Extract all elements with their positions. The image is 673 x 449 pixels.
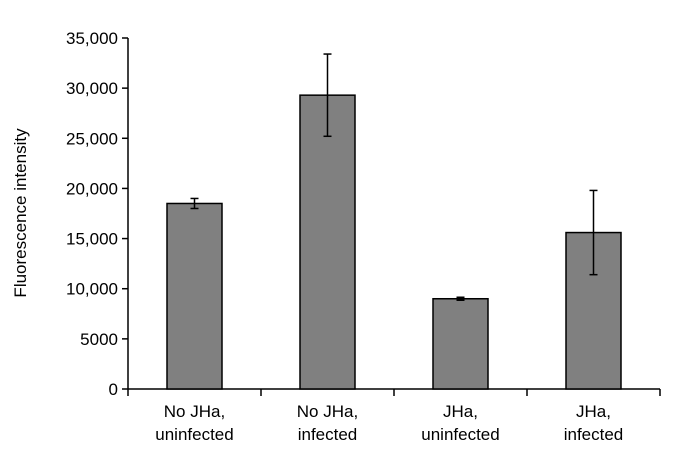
- y-tick-label: 30,000: [66, 79, 118, 98]
- y-tick-label: 10,000: [66, 280, 118, 299]
- bar: [299, 94, 356, 390]
- x-category-label: uninfected: [155, 425, 233, 444]
- y-tick-label: 35,000: [66, 29, 118, 48]
- x-category-label: No JHa,: [164, 402, 225, 421]
- x-category-label: uninfected: [421, 425, 499, 444]
- y-tick-label: 15,000: [66, 230, 118, 249]
- y-tick-label: 0: [109, 380, 118, 399]
- y-tick-label: 5000: [80, 330, 118, 349]
- x-category-label: JHa,: [443, 402, 478, 421]
- bar: [432, 297, 489, 390]
- x-category-label: infected: [564, 425, 624, 444]
- y-tick-label: 20,000: [66, 179, 118, 198]
- x-category-label: No JHa,: [297, 402, 358, 421]
- x-category-label: infected: [298, 425, 358, 444]
- y-tick-label: 25,000: [66, 129, 118, 148]
- plot-area: 0 5000 10,000 15,000 20,000 25,000 30,000 35,00…: [66, 29, 661, 444]
- bar: [166, 202, 223, 390]
- x-category-label: JHa,: [576, 402, 611, 421]
- y-axis-title: Fluorescence intensity: [11, 128, 30, 298]
